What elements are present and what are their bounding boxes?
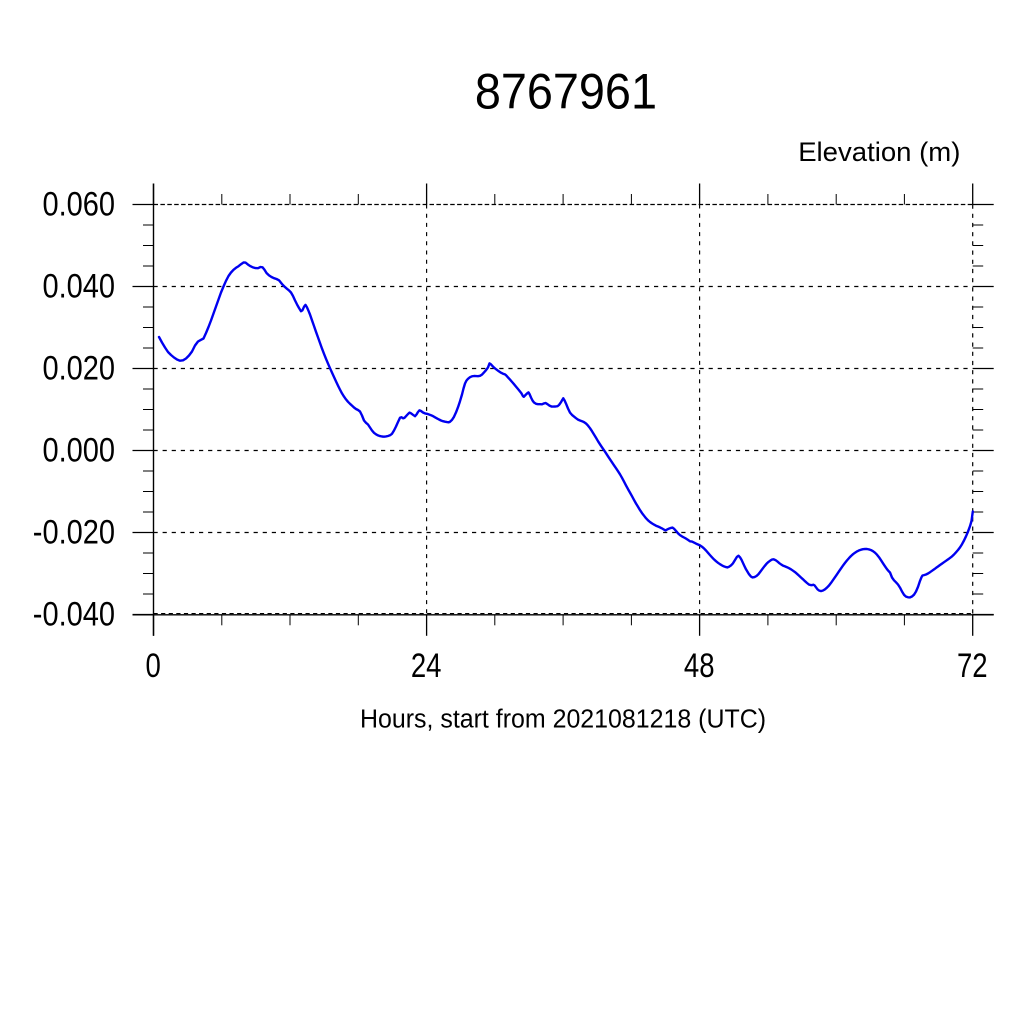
svg-text:24: 24 bbox=[411, 646, 442, 684]
svg-text:-0.040: -0.040 bbox=[33, 594, 115, 633]
svg-text:Elevation (m): Elevation (m) bbox=[798, 136, 960, 167]
svg-text:Hours, start from 2021081218 (: Hours, start from 2021081218 (UTC) bbox=[360, 705, 766, 734]
svg-text:0: 0 bbox=[145, 646, 160, 684]
svg-text:0.020: 0.020 bbox=[42, 348, 115, 387]
svg-text:8767961: 8767961 bbox=[475, 64, 657, 120]
svg-text:0.040: 0.040 bbox=[42, 266, 115, 305]
svg-text:72: 72 bbox=[957, 646, 988, 684]
svg-text:-0.020: -0.020 bbox=[33, 512, 115, 551]
svg-text:0.000: 0.000 bbox=[42, 430, 115, 469]
svg-text:0.060: 0.060 bbox=[42, 184, 115, 223]
svg-text:48: 48 bbox=[684, 646, 715, 684]
